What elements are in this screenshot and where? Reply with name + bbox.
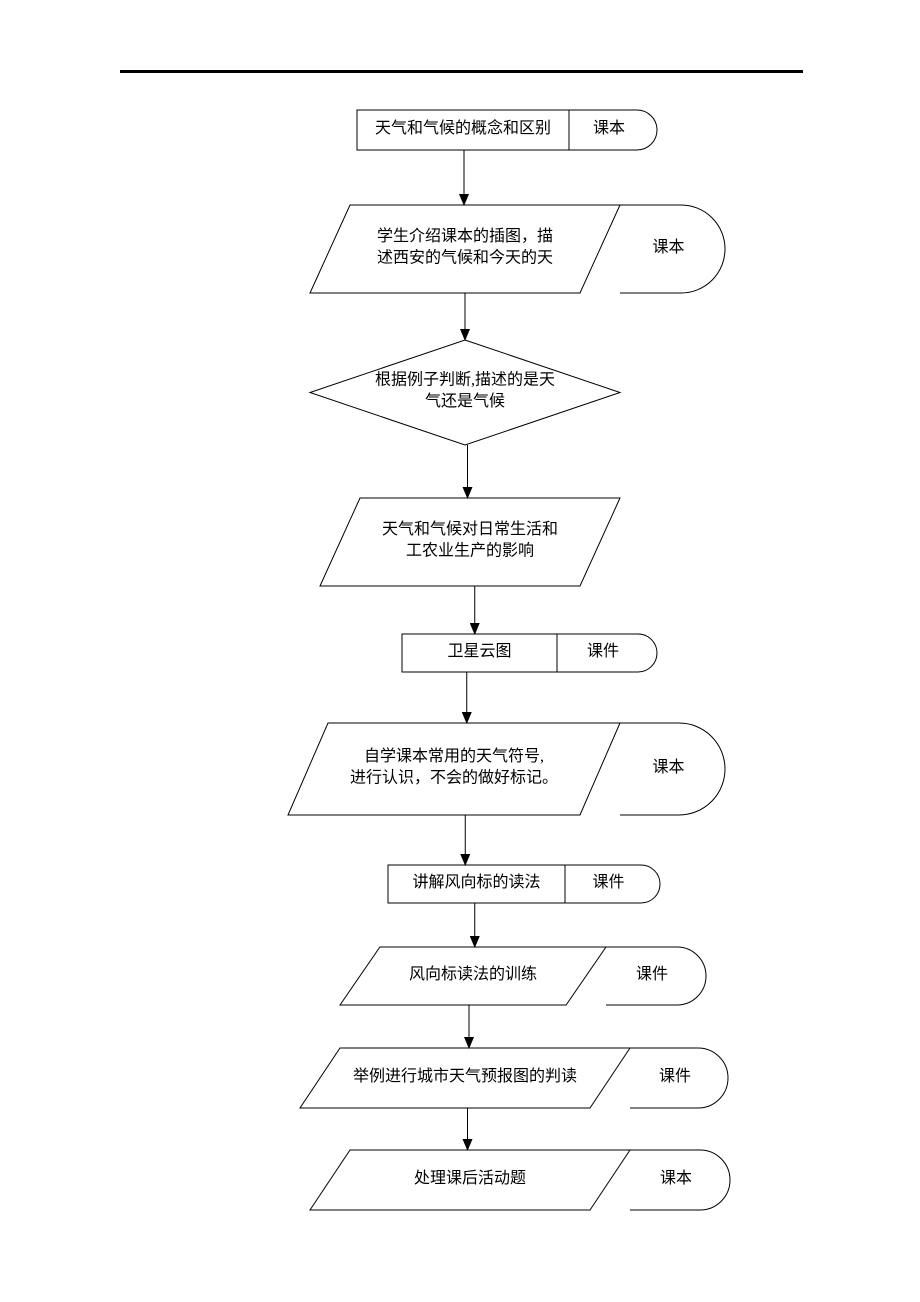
svg-text:处理课后活动题: 处理课后活动题 xyxy=(414,1169,526,1187)
flow-node-n5r: 课件 xyxy=(557,634,657,672)
svg-text:课本: 课本 xyxy=(652,238,684,256)
flow-node-n1r: 课本 xyxy=(569,110,657,150)
svg-text:课件: 课件 xyxy=(592,873,624,891)
svg-text:工农业生产的影响: 工农业生产的影响 xyxy=(406,542,534,560)
svg-text:讲解风向标的读法: 讲解风向标的读法 xyxy=(412,873,540,891)
svg-text:气还是气候: 气还是气候 xyxy=(425,392,505,410)
flow-node-n6: 自学课本常用的天气符号, 进行认识，不会的做好标记。 xyxy=(288,723,620,815)
flow-node-n2: 学生介绍课本的插图，描述西安的气候和今天的天 xyxy=(310,205,620,293)
flow-node-n2r: 课本 xyxy=(620,205,725,293)
svg-text:述西安的气候和今天的天: 述西安的气候和今天的天 xyxy=(377,249,553,267)
svg-text:课本: 课本 xyxy=(660,1169,692,1187)
flow-node-n6r: 课本 xyxy=(620,723,725,815)
flow-node-n7r: 课件 xyxy=(565,865,660,903)
svg-text:课本: 课本 xyxy=(652,758,684,776)
svg-text:自学课本常用的天气符号,: 自学课本常用的天气符号, xyxy=(364,747,544,765)
flow-node-n9: 举例进行城市天气预报图的判读 xyxy=(300,1048,630,1108)
svg-text:进行认识，不会的做好标记。: 进行认识，不会的做好标记。 xyxy=(350,769,558,787)
flow-node-n3: 根据例子判断,描述的是天气还是气候 xyxy=(310,340,620,445)
flow-node-n1: 天气和气候的概念和区别 xyxy=(357,110,569,150)
svg-text:课件: 课件 xyxy=(587,642,619,660)
flow-node-n8r: 课件 xyxy=(606,947,706,1005)
flowchart: 天气和气候的概念和区别课本学生介绍课本的插图，描述西安的气候和今天的天课本根据例… xyxy=(0,0,920,1302)
flow-node-n4: 天气和气候对日常生活和工农业生产的影响 xyxy=(320,498,620,586)
flow-node-n10r: 课本 xyxy=(630,1150,730,1210)
svg-text:学生介绍课本的插图，描: 学生介绍课本的插图，描 xyxy=(377,227,553,245)
flow-node-n9r: 课件 xyxy=(630,1048,728,1108)
flow-node-n8: 风向标读法的训练 xyxy=(340,947,606,1005)
svg-text:天气和气候的概念和区别: 天气和气候的概念和区别 xyxy=(375,118,551,137)
svg-text:课件: 课件 xyxy=(636,965,668,983)
flow-node-n7: 讲解风向标的读法 xyxy=(388,865,565,903)
svg-text:天气和气候对日常生活和: 天气和气候对日常生活和 xyxy=(382,520,558,538)
svg-text:卫星云图: 卫星云图 xyxy=(447,643,511,660)
svg-text:举例进行城市天气预报图的判读: 举例进行城市天气预报图的判读 xyxy=(353,1067,577,1085)
svg-text:根据例子判断,描述的是天: 根据例子判断,描述的是天 xyxy=(375,371,555,389)
svg-text:风向标读法的训练: 风向标读法的训练 xyxy=(409,965,537,983)
svg-text:课本: 课本 xyxy=(593,119,625,137)
svg-text:课件: 课件 xyxy=(659,1067,691,1085)
flow-node-n5: 卫星云图 xyxy=(402,634,557,672)
flow-node-n10: 处理课后活动题 xyxy=(310,1150,630,1210)
